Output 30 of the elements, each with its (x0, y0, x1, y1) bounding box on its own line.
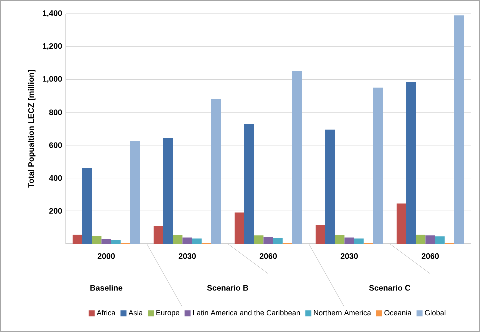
bar (335, 235, 345, 244)
bar (406, 82, 416, 244)
bar (374, 88, 384, 244)
bar (254, 236, 264, 244)
bar (72, 234, 82, 244)
bar (416, 234, 426, 244)
bar (435, 236, 445, 244)
bar (92, 236, 102, 244)
bar (244, 124, 254, 244)
bar (182, 238, 192, 244)
bar (264, 237, 274, 244)
bar (192, 238, 202, 244)
bar (82, 168, 92, 244)
bar (111, 240, 121, 244)
bar (102, 239, 112, 244)
bar (173, 235, 183, 244)
bar (344, 238, 354, 244)
bar (396, 204, 407, 244)
bar (316, 225, 326, 244)
bar (426, 236, 436, 244)
bar (454, 16, 464, 244)
bar (212, 99, 222, 244)
bar (164, 138, 174, 244)
bar (326, 130, 336, 244)
bar (130, 141, 140, 244)
bar (354, 238, 364, 244)
bar (292, 71, 302, 244)
bar (273, 238, 283, 244)
bar (234, 212, 244, 244)
bar (154, 226, 164, 244)
